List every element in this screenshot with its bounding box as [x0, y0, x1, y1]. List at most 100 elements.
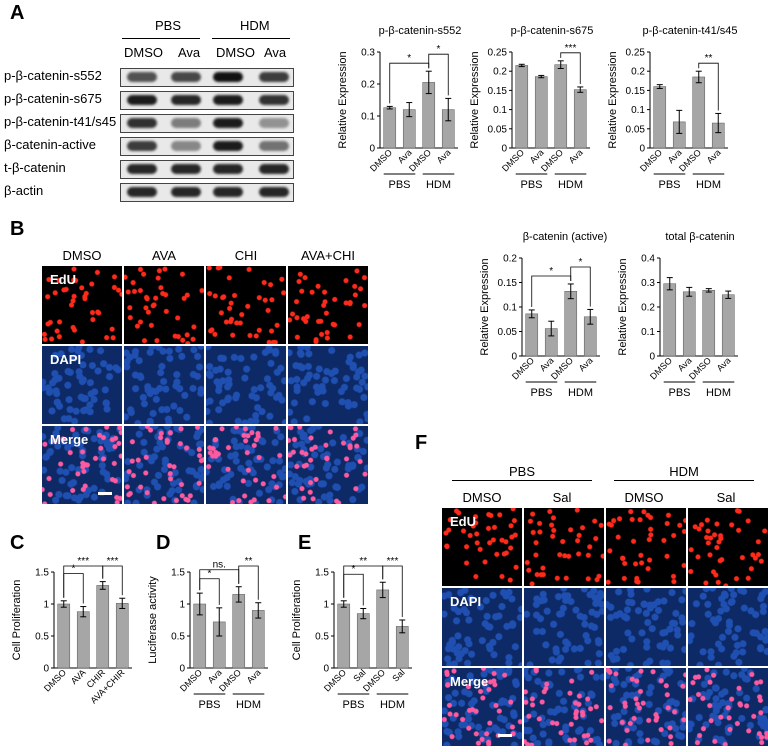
y-tick-label: 0.1	[641, 327, 655, 338]
y-tick-label: 0.3	[641, 278, 655, 289]
micro-f-group-pbs: PBS	[508, 464, 535, 479]
bar	[702, 290, 716, 357]
y-axis-label: Relative Expression	[337, 51, 349, 148]
bar	[376, 589, 390, 669]
wb-band	[171, 164, 201, 174]
wb-band	[171, 118, 201, 128]
group-label: HDM	[568, 387, 593, 399]
panel-letter-b: B	[10, 218, 25, 240]
y-tick-label: 0	[323, 664, 329, 675]
micro-b-row-label: DAPI	[50, 352, 82, 367]
wb-row-label: β-catenin-active	[4, 137, 97, 152]
y-tick-label: 0	[649, 352, 655, 363]
bar	[525, 313, 539, 357]
y-tick-label: 1.5	[315, 568, 329, 579]
significance-label: **	[359, 556, 367, 567]
micro-f-line-pbs	[452, 480, 592, 481]
micro-b-image: DAPI	[42, 346, 122, 424]
micro-b-col-4: AVA+CHI	[300, 248, 356, 263]
micro-b-image: EdU	[42, 266, 122, 344]
micro-f-col-3: DMSO	[624, 490, 664, 505]
micro-f-image	[524, 508, 604, 586]
y-tick-label: 0.2	[493, 67, 507, 78]
y-tick-label: 0.5	[171, 632, 185, 643]
micro-b-image	[288, 346, 368, 424]
x-tick-label: Ava	[435, 147, 453, 165]
wb-band	[127, 118, 157, 128]
y-tick-label: 0	[369, 144, 375, 155]
wb-band	[127, 164, 157, 174]
x-tick-label: DMSO	[539, 147, 565, 173]
x-tick-label: Sal	[390, 667, 406, 683]
significance-bracket	[560, 52, 581, 84]
group-label: HDM	[558, 179, 583, 191]
group-label: HDM	[706, 387, 731, 399]
y-tick-label: 0	[179, 664, 185, 675]
significance-label: *	[352, 564, 356, 575]
y-tick-label: 0	[43, 664, 49, 675]
wb-band	[213, 164, 243, 174]
significance-label: *	[208, 569, 212, 580]
chart-title: p-β-catenin-s552	[379, 25, 462, 37]
bar	[653, 86, 667, 149]
y-axis-label: Relative Expression	[479, 258, 491, 355]
y-tick-label: 0.3	[361, 48, 375, 59]
x-tick-label: DMSO	[677, 147, 703, 173]
group-label: HDM	[426, 179, 451, 191]
bar	[721, 294, 735, 357]
bar	[251, 610, 265, 669]
x-tick-label: Ava	[245, 667, 263, 685]
bar	[383, 107, 397, 149]
bar	[554, 64, 568, 149]
micro-b-row-label: Merge	[50, 432, 89, 447]
micro-f-row-label: EdU	[450, 514, 476, 529]
wb-lane-strip	[120, 68, 294, 87]
bar	[692, 76, 706, 149]
micro-b-image: Merge	[42, 426, 122, 504]
panel-letter-c: C	[10, 532, 25, 554]
x-tick-label: DMSO	[549, 355, 575, 381]
bar	[337, 603, 351, 669]
wb-band	[213, 187, 243, 197]
x-tick-label: Ava	[577, 355, 595, 373]
y-tick-label: 1.5	[171, 568, 185, 579]
y-tick-label: 0.05	[626, 124, 646, 135]
micro-f-row-label: DAPI	[450, 594, 482, 609]
micro-f-image: Merge	[442, 668, 522, 746]
group-label: HDM	[236, 699, 261, 711]
micro-b-row-label: EdU	[50, 272, 76, 287]
wb-row-label: β-actin	[4, 183, 44, 198]
x-tick-label: DMSO	[217, 667, 243, 693]
wb-band	[259, 95, 289, 105]
bar	[534, 76, 548, 149]
y-tick-label: 0	[639, 144, 645, 155]
wb-group-hdm: HDM	[240, 18, 270, 33]
wb-group-pbs: PBS	[155, 18, 182, 33]
panel-letter-f: F	[415, 432, 428, 454]
bar	[356, 613, 370, 669]
y-tick-label: 1	[179, 600, 185, 611]
wb-lane-4: Ava	[264, 45, 287, 60]
y-tick-label: 1	[43, 600, 49, 611]
micro-f-image	[688, 508, 768, 586]
y-tick-label: 0.2	[361, 80, 375, 91]
micro-b-col-1: DMSO	[62, 248, 102, 263]
wb-band	[259, 118, 289, 128]
y-tick-label: 0	[511, 352, 517, 363]
significance-label: *	[579, 257, 583, 268]
wb-row-label: p-β-catenin-s552	[4, 68, 102, 83]
wb-lane-strip	[120, 160, 294, 179]
bar	[515, 65, 529, 149]
panel-letter-d: D	[156, 532, 171, 554]
micro-f-col-1: DMSO	[462, 490, 502, 505]
wb-lane-2: Ava	[178, 45, 201, 60]
micro-f-image	[524, 668, 604, 746]
x-tick-label: Ava	[715, 355, 733, 373]
y-axis-label: Relative Expression	[617, 258, 629, 355]
chart-title: β-catenin (active)	[523, 231, 608, 243]
significance-label: **	[705, 53, 713, 64]
wb-band	[259, 187, 289, 197]
micro-b-image	[124, 266, 204, 344]
group-label: PBS	[342, 699, 364, 711]
